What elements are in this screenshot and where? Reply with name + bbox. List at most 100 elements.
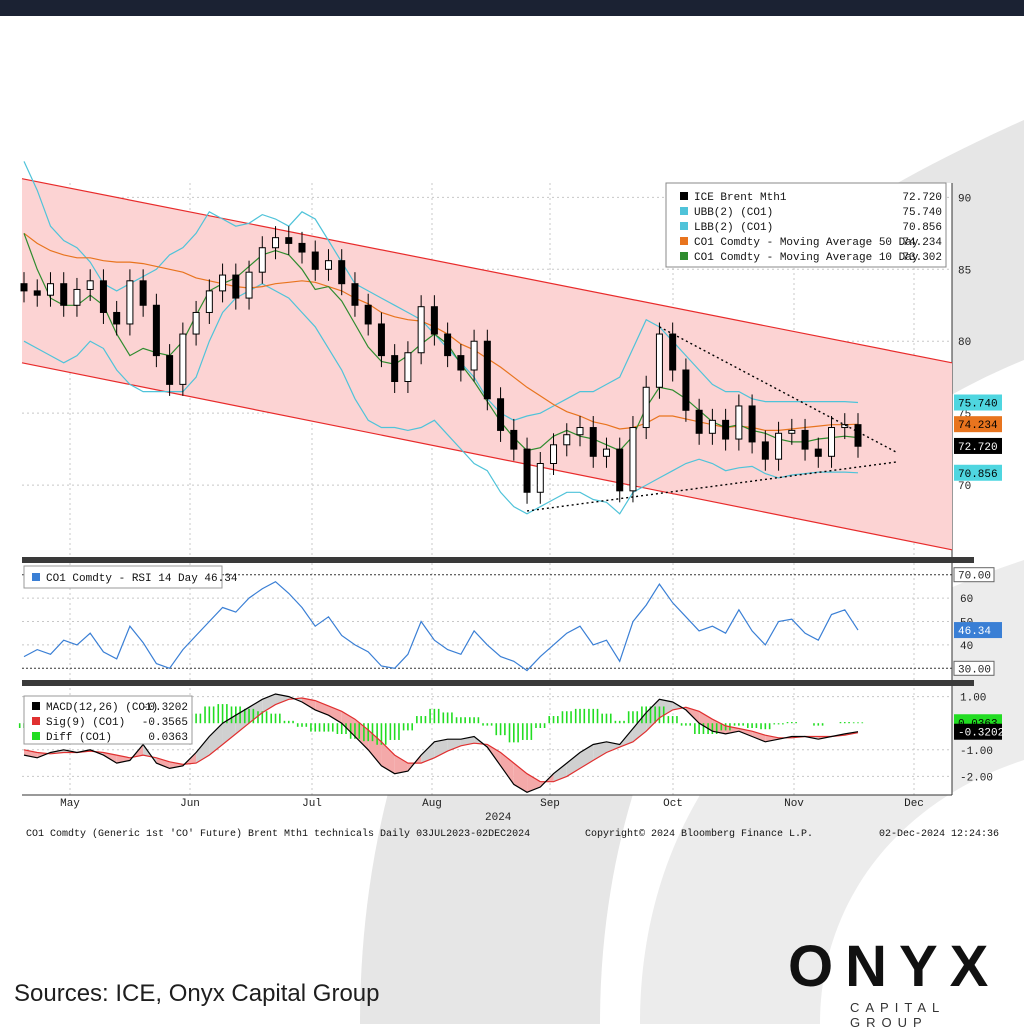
macd-fill-segment [368, 729, 382, 766]
x-tick-label: Oct [663, 798, 683, 810]
price-tick-label: 70 [958, 481, 971, 493]
macd-legend-item-label: Diff (CO1) [46, 732, 112, 744]
macd-fill-segment [632, 712, 647, 742]
candle-body [748, 405, 756, 443]
candle-body [854, 424, 862, 447]
candle-body [722, 419, 730, 440]
macd-fill-segment [421, 741, 435, 764]
macd-fill-segment [315, 700, 329, 716]
macd-fill-segment [394, 755, 408, 774]
price-value-tag-label: 70.856 [958, 469, 998, 481]
candle-body [775, 432, 783, 460]
price-tick-label: 90 [958, 193, 971, 205]
price-value-tag [954, 394, 1002, 411]
chart-description: CO1 Comdty (Generic 1st 'CO' Future) Bre… [26, 828, 530, 840]
macd-line [23, 693, 859, 793]
ma50-line [23, 232, 859, 431]
price-value-tag-label: 72.720 [958, 442, 998, 454]
candle-body [205, 290, 213, 313]
candle-body [655, 333, 663, 388]
candle-body [20, 283, 28, 292]
candle-body [377, 323, 385, 357]
macd-fill-segment [249, 699, 263, 724]
ascending-trendline [526, 461, 897, 512]
macd-legend-item-swatch [32, 732, 40, 740]
price-value-tag-label: 74.234 [958, 420, 998, 432]
brand-name: ONYX [788, 934, 1001, 999]
macd-legend: MACD(12,26) (CO1)-0.3202 Sig(9) (CO1) -0.3… [23, 695, 193, 745]
rsi-legend-swatch [32, 573, 40, 581]
candle-body [589, 427, 597, 457]
price-legend-item-label: ICE Brent Mth1 [694, 192, 787, 204]
candle-body [324, 260, 332, 270]
macd-legend-item-label: MACD(12,26) (CO1) [46, 702, 158, 714]
candle-body [602, 448, 610, 457]
chart-copyright: Copyright© 2024 Bloomberg Finance L.P. [585, 828, 813, 840]
price-legend-item-label: CO1 Comdty - Moving Average 10 Day [694, 252, 919, 264]
lower-bollinger-line [23, 283, 859, 515]
x-tick-label: Dec [904, 798, 924, 810]
candle-body [298, 242, 306, 253]
candle-body [483, 340, 491, 400]
macd-fill-segment [659, 699, 673, 718]
candle-body [761, 441, 769, 460]
rsi-legend-label: CO1 Comdty - RSI 14 Day 46.34 [46, 573, 238, 585]
candle-body [192, 311, 200, 335]
candle-body [338, 260, 346, 285]
macd-legend-item-swatch [32, 702, 40, 710]
candle-body [801, 429, 809, 450]
macd-fill-segment [381, 741, 395, 774]
panel-separator [22, 557, 974, 563]
candle-body [814, 448, 822, 457]
rsi-level-tag-label: 70.00 [958, 571, 991, 583]
rsi-legend: CO1 Comdty - RSI 14 Day 46.34 [23, 565, 238, 589]
price-legend-item-label: LBB(2) (CO1) [694, 222, 773, 234]
candle-body [152, 304, 160, 357]
price-tick-label: 85 [958, 265, 971, 277]
candle-body [33, 290, 41, 296]
macd-fill-segment [275, 693, 289, 705]
macd-tick-label: -1.00 [960, 746, 993, 758]
macd-fill-segment [434, 739, 448, 758]
candle-body [682, 369, 690, 411]
candle-body [179, 333, 187, 385]
macd-fill-segment [606, 741, 620, 753]
candle-body [364, 304, 372, 325]
x-tick-label: May [60, 798, 80, 810]
x-tick-label: Aug [422, 798, 442, 810]
macd-fill-segment [712, 719, 726, 734]
macd-fill-segment [580, 744, 594, 769]
chart-timestamp: 02-Dec-2024 12:24:36 [879, 829, 999, 840]
candle-body [219, 274, 227, 292]
macd-tick-label: -2.00 [960, 772, 993, 784]
channel-upper-line [21, 178, 953, 364]
price-value-tag-label: 75.740 [958, 399, 998, 411]
rsi-value-tag [954, 622, 1002, 639]
channel-lower-line [21, 362, 953, 551]
candle-body [735, 405, 743, 440]
macd-legend-item-value: -0.3565 [142, 717, 188, 729]
macd-legend-item-value: 0.0363 [148, 732, 188, 744]
macd-value-tag [954, 723, 1002, 740]
macd-fill-segment [593, 741, 607, 761]
candle-body [99, 280, 107, 313]
candle-body [828, 427, 836, 457]
candle-body [470, 340, 478, 371]
candle-body [708, 419, 716, 434]
rsi-level-tag [953, 660, 995, 676]
price-legend-item-swatch [680, 192, 688, 200]
macd-fill-segment [354, 719, 369, 750]
candle-body [139, 280, 147, 306]
macd-fill-segment [447, 739, 461, 752]
candle-body [126, 280, 134, 325]
candle-body [272, 237, 280, 249]
candle-body [616, 448, 624, 492]
macd-fill-segment [553, 763, 567, 782]
price-legend-item-swatch [680, 252, 688, 260]
macd-fill-segment [302, 697, 316, 710]
macd-fill-segment [222, 715, 236, 745]
price-tick-label: 80 [958, 337, 971, 349]
macd-fill-segment [169, 761, 183, 769]
candle-body [669, 333, 677, 371]
x-tick-label: Jun [180, 798, 200, 810]
